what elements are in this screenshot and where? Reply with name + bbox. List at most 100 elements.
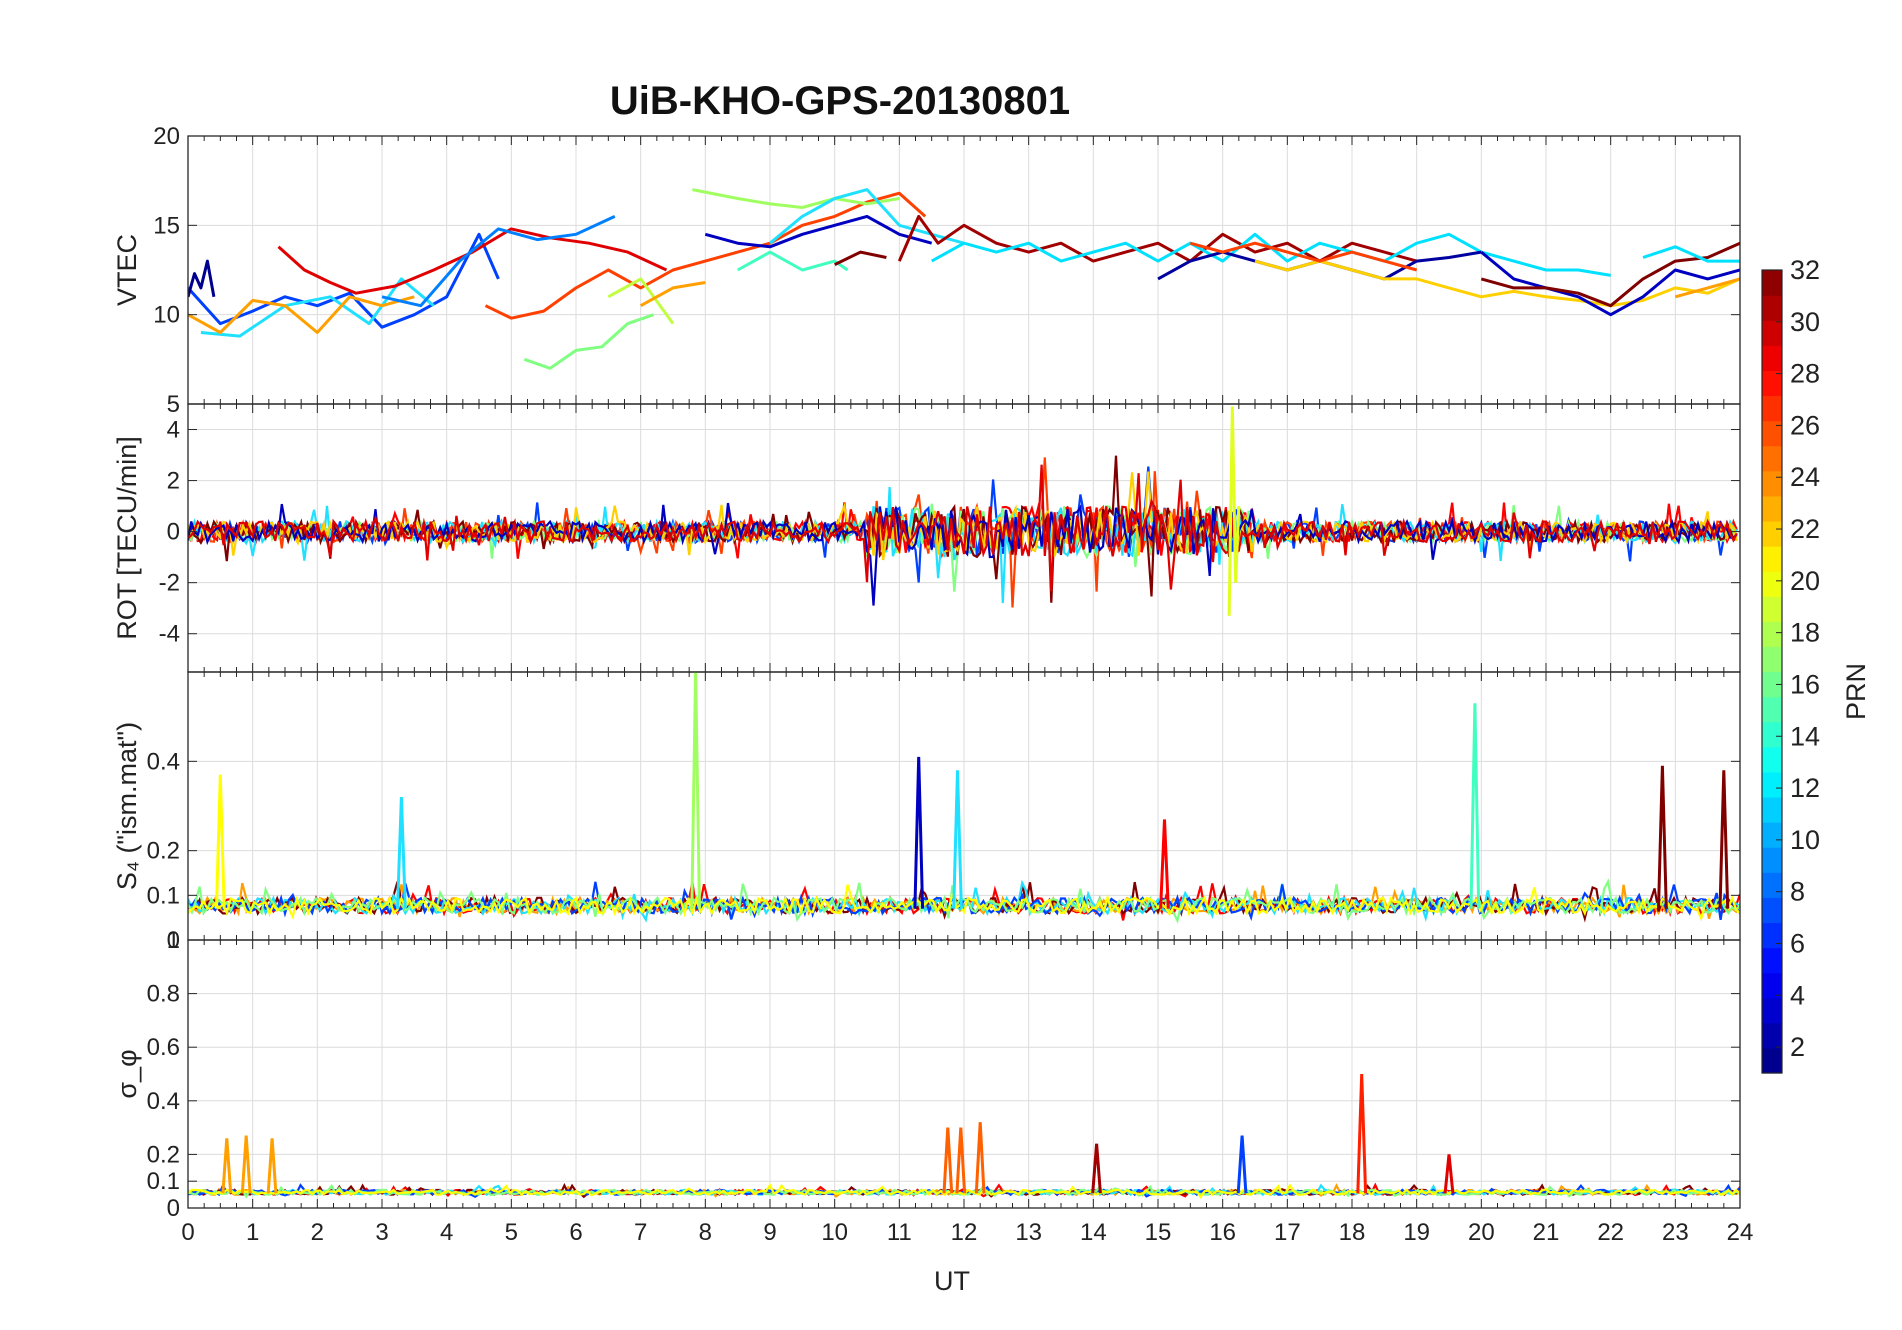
x-tick-label: 3 — [375, 1219, 388, 1246]
colorbar-segment — [1762, 746, 1782, 773]
spike-7 — [1657, 765, 1668, 909]
colorbar-segment — [1762, 520, 1782, 547]
series-line-23 — [1674, 277, 1740, 299]
colorbar-segment — [1762, 646, 1782, 673]
series-line-19 — [1189, 241, 1418, 272]
y-axis-label: S₄ ("ism.mat") — [112, 722, 142, 890]
x-tick-label: 16 — [1209, 1219, 1236, 1246]
x-tick-label: 24 — [1727, 1219, 1754, 1246]
panel-0: 5 10 15 20 VTEC — [112, 123, 1741, 418]
colorbar-tick-label: 10 — [1790, 825, 1820, 855]
colorbar-tick-label: 26 — [1790, 410, 1820, 440]
colorbar-segment — [1762, 872, 1782, 898]
series-line-6 — [484, 191, 927, 320]
x-tick-label: 8 — [699, 1219, 712, 1246]
y-axis-label: σ_φ — [112, 1049, 142, 1098]
y-tick-label: 0.1 — [147, 882, 180, 909]
x-tick-label: 4 — [440, 1219, 453, 1246]
series-line-18 — [1254, 259, 1740, 308]
x-tick-label: 1 — [246, 1219, 259, 1246]
y-tick-label: -4 — [159, 621, 180, 648]
rot-trace-6 — [188, 471, 1738, 561]
spike-2 — [690, 672, 701, 909]
colorbar-segment — [1762, 320, 1782, 346]
x-axis-label: UT — [934, 1266, 970, 1296]
y-tick-label: 2 — [167, 468, 180, 495]
series-line-3 — [188, 295, 415, 334]
x-tick-label: 9 — [763, 1219, 776, 1246]
x-tick-label: 6 — [569, 1219, 582, 1246]
x-tick-label: 20 — [1468, 1219, 1495, 1246]
colorbar-segment — [1762, 897, 1782, 924]
colorbar-segment — [1762, 721, 1782, 748]
chart-title: UiB-KHO-GPS-20130801 — [610, 79, 1070, 123]
y-tick-label: 4 — [167, 417, 180, 444]
colorbar-tick-label: 20 — [1790, 566, 1820, 596]
colorbar-tick-label: 6 — [1790, 928, 1805, 958]
series-line-22 — [1642, 245, 1740, 263]
spike-6 — [1091, 1143, 1102, 1194]
spike-4 — [952, 770, 963, 909]
x-tick-label: 12 — [951, 1219, 978, 1246]
plot-area — [188, 1073, 1740, 1199]
colorbar-segment — [1762, 972, 1782, 999]
y-tick-label: 0.4 — [147, 1088, 180, 1115]
spike-1 — [240, 1135, 252, 1194]
colorbar-tick-label: 2 — [1790, 1032, 1805, 1062]
colorbar-segment — [1762, 571, 1782, 597]
colorbar-tick-label: 16 — [1790, 669, 1820, 699]
colorbar-segment — [1762, 671, 1782, 698]
colorbar-tick-label: 18 — [1790, 618, 1820, 648]
spike-5 — [974, 1122, 986, 1194]
spike-0 — [215, 774, 226, 909]
x-tick-label: 18 — [1339, 1219, 1366, 1246]
colorbar-segment — [1762, 997, 1782, 1024]
plot-area — [188, 672, 1740, 924]
y-tick-label: 0.1 — [147, 1168, 180, 1195]
colorbar-tick-label: 4 — [1790, 980, 1805, 1010]
x-tick-label: 23 — [1662, 1219, 1689, 1246]
colorbar-segment — [1762, 270, 1782, 296]
colorbar-tick-label: 14 — [1790, 721, 1820, 751]
plot-area — [188, 406, 1738, 616]
series-line-17 — [1157, 250, 1482, 281]
x-tick-label: 17 — [1274, 1219, 1301, 1246]
x-tick-label: 5 — [505, 1219, 518, 1246]
y-tick-label: 15 — [153, 212, 180, 239]
x-tick-label: 15 — [1145, 1219, 1172, 1246]
colorbar-label: PRN — [1841, 663, 1871, 720]
y-tick-label: 0 — [167, 927, 180, 954]
colorbar-segment — [1762, 420, 1782, 447]
panel-3: 00.10.20.40.60.81σ_φ — [112, 927, 1741, 1222]
x-tick-label: 22 — [1597, 1219, 1624, 1246]
spike-9 — [1443, 1154, 1455, 1194]
rot-spike — [1227, 406, 1241, 616]
baseline-trace-6 — [188, 1182, 1740, 1199]
series-line-7 — [523, 313, 655, 370]
y-tick-label: 0.6 — [147, 1034, 180, 1061]
spike-3 — [913, 756, 925, 909]
series-line-4 — [277, 227, 668, 295]
baseline-trace-6 — [188, 884, 1740, 922]
colorbar-segment — [1762, 546, 1782, 572]
colorbar-tick-label: 28 — [1790, 359, 1820, 389]
series-line-13 — [704, 214, 933, 249]
colorbar-segment — [1762, 947, 1782, 974]
panel-2: 0 0.1 0.2 0.4S₄ ("ism.mat") — [112, 671, 1741, 954]
colorbar-segment — [1762, 1047, 1782, 1074]
series-line-20 — [1480, 250, 1740, 317]
colorbar-segment — [1762, 445, 1782, 472]
y-tick-label: 0 — [167, 1195, 180, 1222]
series-line-5 — [381, 215, 616, 308]
colorbar-segment — [1762, 922, 1782, 949]
colorbar-tick-label: 8 — [1790, 877, 1805, 907]
x-tick-label: 10 — [821, 1219, 848, 1246]
series-line-21 — [1480, 241, 1740, 308]
spike-3 — [942, 1127, 954, 1194]
x-tick-label: 2 — [311, 1219, 324, 1246]
colorbar-segment — [1762, 596, 1782, 622]
colorbar-tick-label: 12 — [1790, 773, 1820, 803]
y-axis-label: ROT [TECU/min] — [112, 436, 142, 640]
